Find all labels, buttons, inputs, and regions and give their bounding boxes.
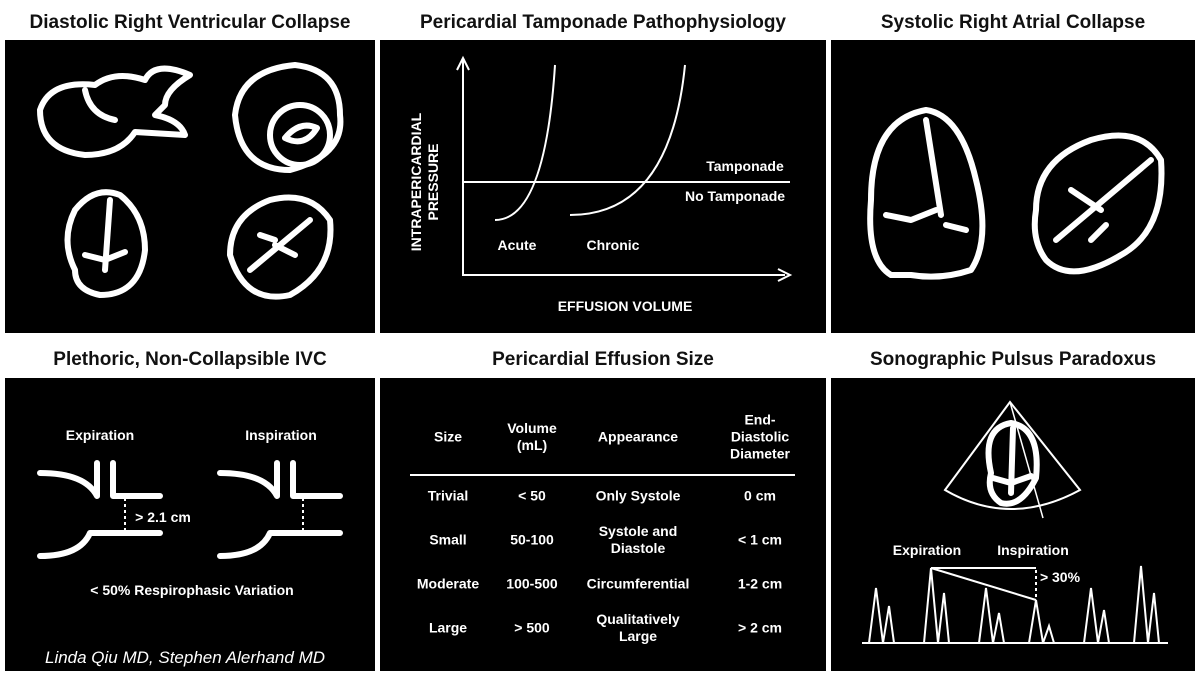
table-header: Size: [433, 428, 462, 445]
line-label: No Tamponade: [684, 188, 786, 204]
heart: [282, 122, 320, 145]
measurement: > 2.1 cm: [135, 509, 191, 525]
panel-title: Systolic Right Atrial Collapse: [880, 11, 1146, 33]
doppler-spikes: [868, 565, 1160, 644]
panel-title: Pericardial Effusion Size: [492, 348, 714, 370]
curve-label: Chronic: [586, 237, 640, 253]
table-cell: Circumferential: [586, 575, 690, 592]
phase-label: Inspiration: [245, 427, 317, 443]
panel: [5, 40, 375, 333]
panel: Size Volume (mL) Appearance End-Diastolic D…: [380, 378, 826, 671]
table-cell: Only Systole: [595, 487, 681, 504]
heart: [82, 87, 118, 123]
heart: [64, 189, 148, 298]
table-cell: 100-500: [506, 575, 558, 592]
table-rule: [410, 474, 795, 476]
heart-drawings: [37, 62, 344, 300]
panel: Tamponade No Tamponade Acute Chronic EFF…: [380, 40, 826, 333]
table-cell: 0 cm: [744, 487, 776, 504]
table-cell: < 50: [518, 487, 546, 504]
table-cell: 50-100: [510, 531, 554, 548]
table-cell: < 1 cm: [738, 531, 782, 548]
table-header: Appearance: [597, 428, 679, 445]
panel-title: Plethoric, Non-Collapsible IVC: [53, 348, 327, 370]
scan-line: [1009, 401, 1044, 519]
credit: Linda Qiu MD, Stephen Alerhand MD: [44, 648, 326, 667]
table-cell: 1-2 cm: [737, 575, 783, 592]
table-header: End-Diastolic Diameter: [730, 411, 790, 462]
table-cell: Moderate: [416, 575, 480, 592]
table-cell: > 500: [514, 619, 550, 636]
panel-title: Diastolic Right Ventricular Collapse: [29, 11, 351, 33]
table-cell: Qualitatively Large: [596, 611, 680, 644]
pressure-graph: [456, 55, 793, 282]
heart: [227, 194, 334, 300]
heart: [232, 62, 344, 173]
heart: [883, 117, 969, 233]
heart: [267, 102, 333, 168]
panel-title: Pericardial Tamponade Pathophysiology: [419, 11, 786, 33]
pulsus-drawings: [862, 400, 1168, 644]
curve-label: Acute: [497, 237, 537, 253]
heart-drawings: [867, 107, 1165, 280]
axis-arrows: [456, 55, 793, 282]
table-cell: > 2 cm: [738, 619, 782, 636]
panel: Expiration Inspiration > 2.1 cm < 50% Re…: [5, 378, 375, 671]
phase-label: Expiration: [65, 427, 135, 443]
heart: [990, 425, 1034, 496]
heart: [985, 420, 1040, 507]
x-axis-label: EFFUSION VOLUME: [557, 298, 693, 314]
chronic-curve: [569, 64, 686, 216]
measurement: > 30%: [1039, 569, 1081, 585]
ivc: [217, 460, 343, 559]
echo-fan: [943, 400, 1082, 510]
table-header: Volume (mL): [507, 420, 557, 453]
axes: [462, 60, 785, 276]
table-cell: Trivial: [427, 487, 469, 504]
caption: < 50% Respirophasic Variation: [90, 582, 294, 598]
panel: [831, 40, 1195, 333]
heart: [1053, 157, 1154, 243]
heart: [37, 65, 193, 158]
variation-lines: [930, 567, 1037, 601]
table-cell: Small: [429, 531, 467, 548]
ivc-drawings: [37, 460, 343, 559]
panel-title: Sonographic Pulsus Paradoxus: [869, 348, 1157, 370]
panel: Expiration Inspiration > 30%: [831, 378, 1195, 671]
ivc: [37, 460, 163, 559]
heart: [867, 107, 986, 280]
heart: [247, 217, 313, 273]
heart: [1031, 132, 1165, 275]
y-axis-label: INTRAPERICARDIAL PRESSURE: [408, 112, 441, 252]
table-cell: Systole and Diastole: [598, 523, 678, 556]
acute-curve: [494, 64, 556, 221]
table-cell: Large: [428, 619, 468, 636]
line-label: Tamponade: [706, 158, 784, 174]
phase-label: Inspiration: [997, 542, 1069, 558]
phase-label: Expiration: [892, 542, 962, 558]
heart: [82, 197, 128, 273]
